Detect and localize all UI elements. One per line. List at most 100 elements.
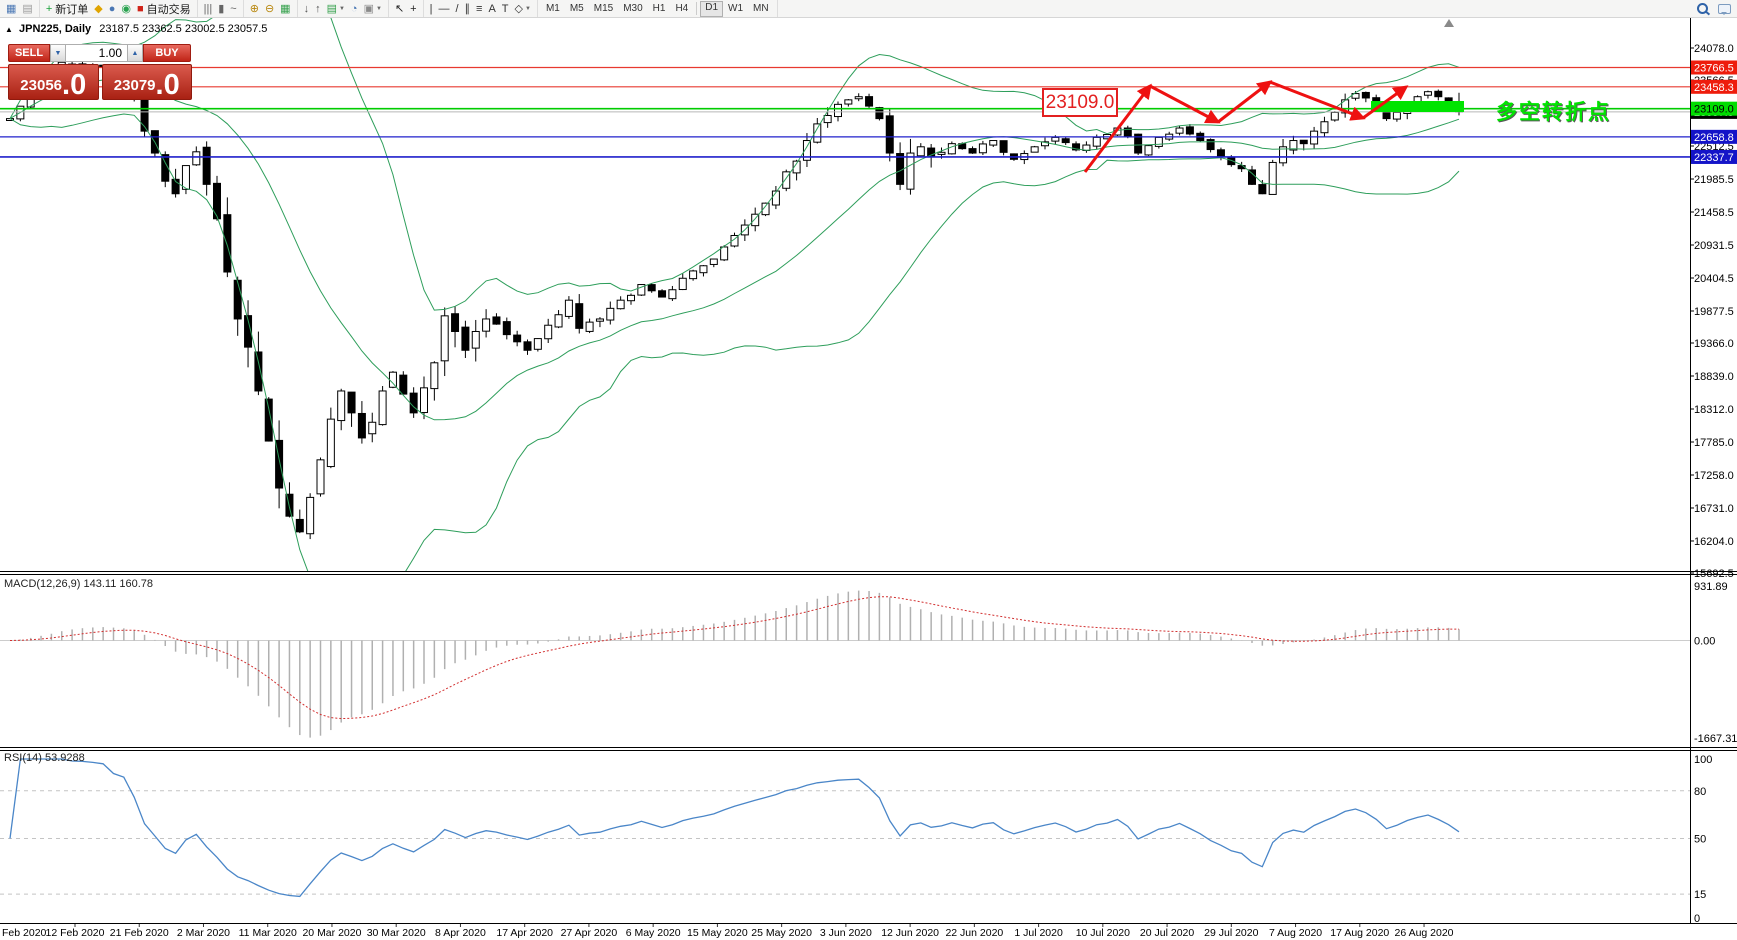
timeframe-W1[interactable]: W1	[728, 2, 744, 14]
autotrading-icon[interactable]: ■ 自动交易	[134, 1, 194, 16]
timeframe-M15[interactable]: M15	[593, 2, 614, 14]
bar-chart-icon[interactable]: |||	[201, 1, 216, 16]
vertical-line-icon[interactable]: |	[427, 1, 436, 16]
timeframe-D1[interactable]: D1	[700, 0, 724, 17]
trend-arrow[interactable]	[1149, 84, 1221, 124]
chart-window-icon[interactable]: ▦	[3, 1, 19, 16]
shapes-icon: ◇	[514, 2, 523, 15]
text-icon[interactable]: A	[485, 1, 498, 16]
dropdown-caret-icon[interactable]: ▼	[524, 5, 531, 12]
buy-button[interactable]: BUY	[143, 44, 191, 62]
buy-price-button[interactable]: 23079 .0	[101, 64, 192, 100]
experts-icon: ●	[108, 2, 116, 15]
signals-icon[interactable]: ◉	[118, 1, 134, 16]
candle-body	[1041, 141, 1049, 147]
trend-arrow[interactable]	[1362, 85, 1409, 120]
candle-body	[368, 421, 377, 435]
timeframe-MN[interactable]: MN	[753, 2, 769, 14]
date-label: Feb 2020	[2, 927, 47, 939]
crosshair-icon[interactable]: +	[407, 1, 419, 16]
candle-body	[1061, 138, 1070, 144]
cursor-icon[interactable]: ↖	[392, 1, 407, 16]
timeframe-H1[interactable]: H1	[652, 2, 666, 14]
candle-body	[1361, 91, 1370, 99]
volume-decrease-button[interactable]: ▼	[50, 44, 66, 62]
axis-label: 0	[1694, 913, 1700, 925]
tile-windows-icon[interactable]: ▦	[277, 1, 293, 16]
sell-price-button[interactable]: 23056 .0	[8, 64, 99, 100]
candle-body	[420, 387, 428, 414]
price-badge	[1691, 60, 1737, 75]
candle-body	[844, 99, 853, 105]
timeframe-M5[interactable]: M5	[569, 2, 584, 14]
axis-label: 17258.0	[1694, 470, 1734, 482]
dropdown-caret-icon[interactable]: ▼	[375, 5, 382, 12]
collapse-marker-icon[interactable]: ▲	[5, 25, 13, 34]
candle-body	[813, 123, 822, 143]
search-icon[interactable]	[1697, 3, 1708, 14]
dropdown-caret-icon[interactable]: ▼	[338, 5, 345, 12]
candle-body	[989, 140, 998, 146]
market-watch-icon[interactable]: ▤	[19, 1, 35, 16]
zoom-out-icon[interactable]: ⊖	[262, 1, 277, 16]
add-chart-icon[interactable]: ▤ ▼	[324, 1, 348, 16]
templates-icon[interactable]: ▣ ▼	[361, 1, 385, 16]
trade-row-top: SELL ▼ 1.00 ▲ BUY	[8, 44, 192, 62]
new-order-icon[interactable]: + 新订单	[43, 1, 91, 16]
funds-icon[interactable]: ◆	[91, 1, 105, 16]
buy-price-main: 23079	[113, 77, 156, 94]
scroll-marker-icon[interactable]	[1444, 19, 1454, 27]
date-label: 27 Apr 2020	[561, 927, 618, 939]
toolbar-right	[1697, 1, 1731, 16]
candle-body	[751, 213, 760, 227]
indicators-icon[interactable]: ↓	[301, 1, 313, 16]
ohlc-values: 23187.5 23362.5 23002.5 23057.5	[99, 23, 268, 35]
trend-arrow[interactable]	[1083, 83, 1152, 173]
period-icon[interactable]: ◔	[348, 1, 361, 16]
volume-input[interactable]: 1.00	[66, 44, 127, 62]
candle-body	[782, 171, 791, 189]
shapes-icon[interactable]: ◇ ▼	[512, 1, 534, 16]
candle-body	[658, 290, 667, 298]
horizontal-line-icon[interactable]: —	[435, 1, 452, 16]
axis-label: 18312.0	[1694, 404, 1734, 416]
volume-increase-button[interactable]: ▲	[127, 44, 143, 62]
new-order-label: 新订单	[55, 3, 89, 16]
candle-body	[388, 371, 397, 388]
trend-arrow[interactable]	[1217, 80, 1273, 124]
candle-body	[181, 165, 190, 190]
axis-label: 23766.5	[1694, 63, 1734, 75]
price-level-callout[interactable]: 23109.0	[1042, 88, 1118, 117]
fibonacci-icon: ≡	[476, 2, 483, 15]
candle-body	[244, 315, 253, 348]
zoom-in-icon[interactable]: ⊕	[247, 1, 262, 16]
turning-point-highlight-bar[interactable]	[1371, 101, 1464, 112]
candle-body	[451, 313, 460, 332]
timeframe-M30[interactable]: M30	[623, 2, 643, 14]
candle-body	[1185, 126, 1194, 135]
channel-icon[interactable]: ∥	[462, 1, 474, 16]
bollinger-lower	[9, 113, 1460, 572]
trend-arrow[interactable]	[1269, 80, 1366, 121]
timeframe-H4[interactable]: H4	[675, 2, 689, 14]
timeframe-M1[interactable]: M1	[545, 2, 560, 14]
signals-icon: ◉	[121, 2, 131, 15]
candle-body	[1248, 169, 1256, 185]
sell-button[interactable]: SELL	[8, 44, 50, 62]
toolbar-group-timeframes: M1 M5 M15 M30 H1 H4 D1 W1 MN	[538, 0, 778, 17]
trendline-icon[interactable]: /	[452, 1, 461, 16]
candle-body	[627, 294, 635, 302]
fibonacci-icon[interactable]: ≡	[473, 1, 485, 16]
label-icon[interactable]: T	[499, 1, 512, 16]
symbol-header: ▲ JPN225, Daily 23187.5 23362.5 23002.5 …	[5, 23, 267, 35]
experts-icon[interactable]: ●	[106, 1, 119, 16]
line-chart-icon[interactable]: ~	[227, 1, 239, 16]
main-toolbar: ▦ ▤ + 新订单 ◆ ● ◉ ■ 自动交易 ||| ▮ ~ ⊕ ⊖ ▦ ↓ ↑ ▤ ▼ ◔ ▣ ▼ ↖ + | — / ∥ ≡ A T ◇ ▼…	[0, 0, 1737, 18]
candlestick-chart-icon[interactable]: ▮	[215, 1, 227, 16]
axis-label: 21458.5	[1694, 207, 1734, 219]
candle-body	[1434, 90, 1443, 98]
indicator-windows-icon[interactable]: ↑	[312, 1, 324, 16]
chat-icon[interactable]	[1718, 3, 1731, 15]
axis-label: 23458.3	[1694, 82, 1734, 94]
